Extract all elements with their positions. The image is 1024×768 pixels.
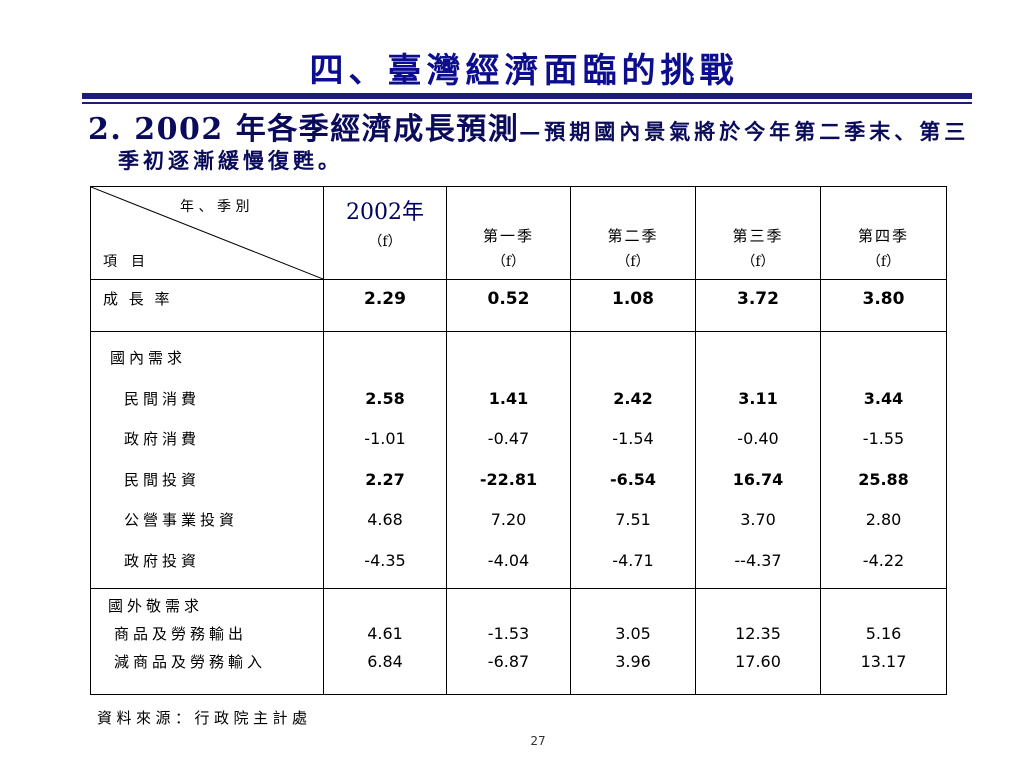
value-2002: 2.27 bbox=[365, 470, 405, 489]
page-number: 27 bbox=[530, 734, 546, 748]
row-label: 民間投資 bbox=[124, 471, 201, 489]
value-q4: -4.22 bbox=[862, 551, 905, 570]
column-header-q2-note: （f） bbox=[616, 254, 650, 270]
group-label-foreign-demand: 國外敬需求 bbox=[91, 596, 946, 616]
row-private-consumption: 民間消費 2.58 1.41 2.42 3.11 3.44 bbox=[91, 389, 946, 409]
row-label: 減商品及勞務輸入 bbox=[114, 653, 267, 671]
value-q3: 3.70 bbox=[740, 510, 776, 529]
column-divider bbox=[446, 187, 447, 694]
value-2002: 6.84 bbox=[367, 652, 403, 671]
value-q2: 7.51 bbox=[615, 510, 651, 529]
value-q1: 1.41 bbox=[488, 389, 529, 408]
row-label: 政府消費 bbox=[124, 430, 201, 448]
group-label: 國外敬需求 bbox=[108, 597, 204, 615]
corner-label-item: 項 目 bbox=[103, 254, 145, 270]
value-q4: 13.17 bbox=[860, 652, 907, 671]
column-header-q1: 第一季 bbox=[482, 227, 534, 245]
value-2002: -1.01 bbox=[364, 429, 406, 448]
value-q3: 3.11 bbox=[738, 389, 778, 408]
value-q1: -22.81 bbox=[479, 470, 538, 489]
value-q4: 25.88 bbox=[858, 470, 909, 489]
value-q3: 17.60 bbox=[735, 652, 781, 671]
title-rule-thick bbox=[82, 93, 972, 99]
row-label: 公營事業投資 bbox=[124, 511, 239, 529]
column-divider bbox=[695, 187, 696, 694]
value-2002: 2.58 bbox=[365, 389, 405, 408]
column-header-q1-note: （f） bbox=[491, 254, 526, 270]
row-divider bbox=[91, 279, 946, 280]
column-header-q2: 第二季 bbox=[607, 227, 659, 245]
value-q4: 2.80 bbox=[865, 510, 902, 529]
value-q1: -0.47 bbox=[487, 429, 530, 448]
value-q2: -6.54 bbox=[609, 470, 657, 489]
value-q3: 3.72 bbox=[737, 289, 779, 309]
value-q2: 3.05 bbox=[615, 624, 651, 643]
row-divider bbox=[91, 588, 946, 589]
group-label: 國內需求 bbox=[110, 349, 187, 367]
value-q2: 2.42 bbox=[613, 389, 653, 408]
row-imports: 減商品及勞務輸入 6.84 -6.87 3.96 17.60 13.17 bbox=[91, 652, 946, 672]
subtitle-line-2: 季初逐漸緩慢復甦。 bbox=[118, 148, 343, 173]
subtitle-note: —預期國內景氣將於今年第二季末、第三 bbox=[519, 119, 970, 144]
row-exports: 商品及勞務輸出 4.61 -1.53 3.05 12.35 5.16 bbox=[91, 624, 946, 644]
column-header-q4: 第四季 bbox=[857, 227, 909, 245]
value-q1: 7.20 bbox=[490, 510, 527, 529]
column-divider bbox=[570, 187, 571, 694]
column-divider bbox=[323, 187, 324, 694]
value-2002: 4.68 bbox=[367, 510, 403, 529]
row-label: 政府投資 bbox=[124, 552, 201, 570]
value-q1: 0.52 bbox=[487, 289, 530, 309]
row-public-enterprise-investment: 公營事業投資 4.68 7.20 7.51 3.70 2.80 bbox=[91, 510, 946, 530]
value-q2: -1.54 bbox=[612, 429, 654, 448]
value-2002: 4.61 bbox=[367, 624, 403, 643]
row-label: 成 長 率 bbox=[103, 290, 173, 308]
title-rule-thin bbox=[82, 102, 972, 104]
value-q1: -4.04 bbox=[487, 551, 530, 570]
source-note: 資料來源：行政院主計處 bbox=[97, 709, 312, 727]
value-q2: -4.71 bbox=[612, 551, 654, 570]
column-header-q3: 第三季 bbox=[732, 227, 784, 245]
value-q4: 5.16 bbox=[865, 624, 902, 643]
row-private-investment: 民間投資 2.27 -22.81 -6.54 16.74 25.88 bbox=[91, 470, 946, 490]
value-q4: 3.80 bbox=[862, 289, 905, 309]
group-label-domestic-demand: 國內需求 bbox=[91, 348, 946, 368]
value-2002: 2.29 bbox=[364, 289, 406, 309]
value-q4: 3.44 bbox=[863, 389, 904, 408]
value-q2: 1.08 bbox=[612, 289, 654, 309]
row-label: 民間消費 bbox=[124, 390, 201, 408]
row-divider bbox=[91, 331, 946, 332]
value-q2: 3.96 bbox=[615, 652, 651, 671]
value-q1: -6.87 bbox=[487, 652, 530, 671]
value-q3: 16.74 bbox=[732, 470, 784, 489]
corner-diagonal-line bbox=[91, 187, 323, 279]
value-2002: -4.35 bbox=[364, 551, 406, 570]
row-growth-rate: 成 長 率 2.29 0.52 1.08 3.72 3.80 bbox=[91, 289, 946, 309]
value-q1: -1.53 bbox=[487, 624, 530, 643]
forecast-table: 年、季別 項 目 2002年 （f） 第一季 （f） 第二季 （f） 第三季 （… bbox=[90, 186, 947, 695]
value-q3: -0.40 bbox=[737, 429, 779, 448]
column-header-2002-note: （f） bbox=[368, 234, 402, 250]
slide-title: 四、臺灣經濟面臨的挑戰 bbox=[309, 51, 739, 91]
value-q4: -1.55 bbox=[862, 429, 905, 448]
row-government-investment: 政府投資 -4.35 -4.04 -4.71 --4.37 -4.22 bbox=[91, 551, 946, 571]
column-header-2002: 2002年 bbox=[346, 200, 424, 225]
column-header-q4-note: （f） bbox=[866, 254, 901, 270]
corner-label-period: 年、季別 bbox=[180, 199, 254, 215]
subtitle-line-1: 2. 2002 年各季經濟成長預測—預期國內景氣將於今年第二季末、第三 bbox=[88, 112, 969, 148]
value-q3: 12.35 bbox=[735, 624, 781, 643]
row-government-consumption: 政府消費 -1.01 -0.47 -1.54 -0.40 -1.55 bbox=[91, 429, 946, 449]
value-q3: --4.37 bbox=[734, 551, 782, 570]
column-divider bbox=[820, 187, 821, 694]
column-header-q3-note: （f） bbox=[741, 254, 775, 270]
row-label: 商品及勞務輸出 bbox=[114, 625, 248, 643]
subtitle-heading: 2. 2002 年各季經濟成長預測 bbox=[88, 112, 520, 147]
